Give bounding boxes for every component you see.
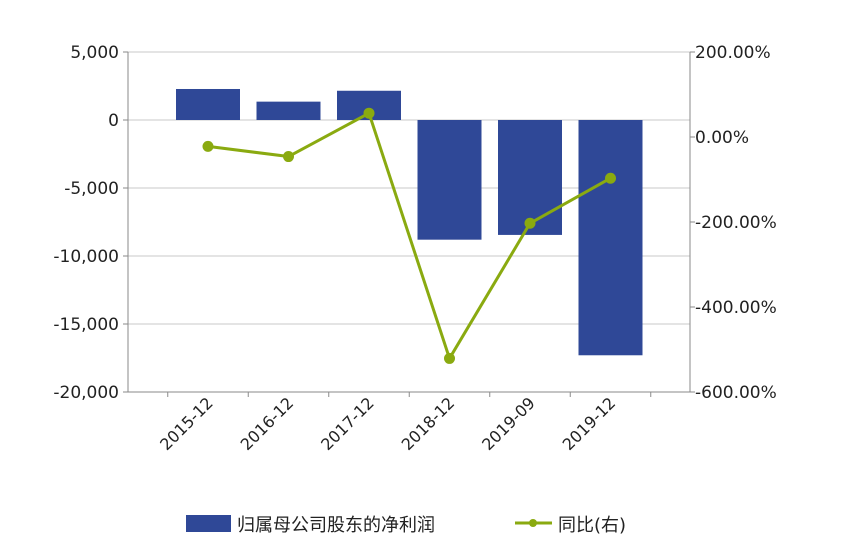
legend-bar-label: 归属母公司股东的净利润 <box>237 515 435 536</box>
line-point <box>283 151 294 163</box>
x-tick-label: 2019-12 <box>559 393 620 454</box>
right-tick-label: 0.00% <box>695 128 749 148</box>
left-tick-label: -15,000 <box>53 315 119 335</box>
right-tick-label: -400.00% <box>695 298 777 318</box>
x-tick-label: 2018-12 <box>398 393 459 454</box>
x-tick-label: 2019-09 <box>478 393 539 454</box>
legend: 归属母公司股东的净利润 同比(右) <box>186 515 626 536</box>
left-tick-label: -5,000 <box>64 179 119 199</box>
x-tick-label: 2016-12 <box>237 393 298 454</box>
legend-line-marker <box>529 519 537 527</box>
line-point <box>202 140 214 152</box>
right-tick-label: -200.00% <box>695 213 777 233</box>
left-tick-label: -20,000 <box>53 383 119 403</box>
bar-series <box>176 88 643 356</box>
line-point <box>363 107 375 119</box>
left-axis-ticks: 5,000 0 -5,000 -10,000 -15,000 -20,000 <box>53 43 128 403</box>
left-tick-label: -10,000 <box>53 247 119 267</box>
bar <box>578 120 643 356</box>
bar <box>176 88 240 120</box>
bar <box>417 120 482 240</box>
line-point <box>605 172 616 184</box>
x-axis-ticks: 2015-12 2016-12 2017-12 2018-12 2019-09 2019-… <box>156 392 652 454</box>
line-point <box>524 217 536 229</box>
bar <box>498 120 562 235</box>
left-tick-label: 0 <box>108 111 119 131</box>
bar <box>256 101 321 120</box>
right-axis-ticks: 200.00% 0.00% -200.00% -400.00% -600.00% <box>690 43 777 403</box>
right-tick-label: 200.00% <box>695 43 771 63</box>
x-tick-label: 2017-12 <box>317 393 378 454</box>
legend-bar-swatch <box>186 515 231 532</box>
right-tick-label: -600.00% <box>695 383 777 403</box>
left-tick-label: 5,000 <box>70 43 119 63</box>
x-tick-label: 2015-12 <box>156 393 217 454</box>
line-series-path <box>207 111 612 360</box>
line-series <box>202 107 616 364</box>
line-point <box>444 352 455 364</box>
legend-line-label: 同比(右) <box>558 515 626 536</box>
